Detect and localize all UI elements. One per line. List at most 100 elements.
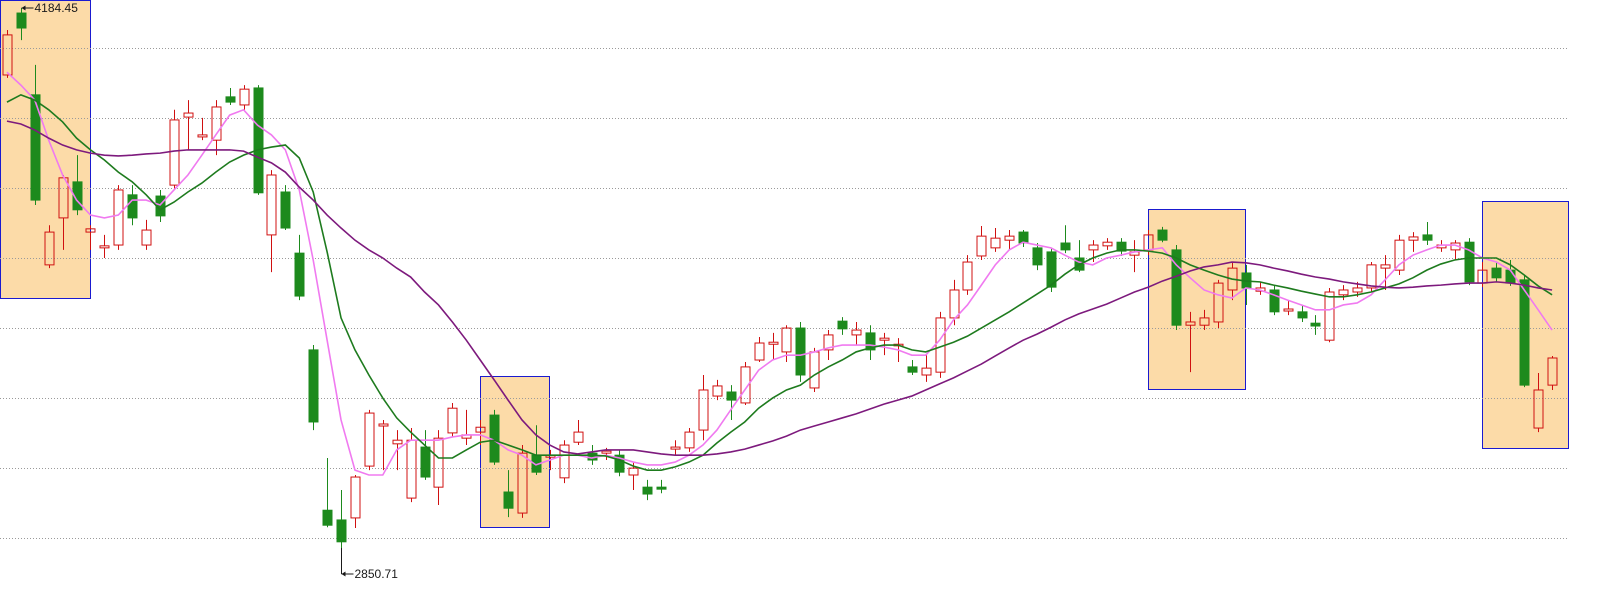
up-body (1352, 287, 1363, 293)
down-body (1018, 231, 1029, 244)
up-body (601, 450, 612, 454)
down-body (280, 191, 291, 229)
down-body (16, 12, 27, 29)
marker-arrowhead (21, 5, 26, 11)
up-body (976, 235, 987, 257)
up-body (378, 423, 389, 427)
down-body (1505, 269, 1516, 284)
up-body (1408, 236, 1419, 241)
down-body (614, 454, 625, 473)
up-body (809, 351, 820, 389)
grid-layer (0, 48, 1568, 539)
down-body (865, 332, 876, 351)
up-body (879, 337, 890, 341)
min-label: 2850.71 (355, 567, 399, 581)
down-body (336, 519, 347, 543)
up-body (211, 106, 222, 141)
up-body (768, 341, 779, 345)
up-body (1004, 235, 1015, 241)
up-body (197, 134, 208, 138)
up-body (517, 452, 528, 514)
down-body (1046, 251, 1057, 288)
down-body (726, 391, 737, 401)
line-layer (6, 71, 1553, 476)
up-body (239, 88, 250, 106)
down-body (1116, 241, 1127, 252)
max-label: 4184.45 (35, 1, 79, 15)
down-body (225, 96, 236, 103)
up-body (684, 431, 695, 449)
up-body (1338, 289, 1349, 296)
up-body (628, 467, 639, 476)
up-body (1213, 282, 1224, 323)
up-body (1394, 239, 1405, 271)
up-body (1380, 264, 1391, 269)
down-body (1060, 242, 1071, 251)
candle-layer (2, 7, 1558, 549)
up-body (85, 228, 96, 233)
down-body (72, 181, 83, 211)
up-body (754, 342, 765, 361)
up-body (392, 439, 403, 445)
up-body (266, 174, 277, 236)
up-body (2, 34, 13, 76)
down-body (30, 94, 41, 201)
highlight-layer (0, 0, 1569, 528)
up-body (1102, 241, 1113, 247)
up-body (169, 119, 180, 186)
average-line (6, 71, 1553, 476)
down-body (837, 320, 848, 330)
up-body (1533, 389, 1544, 429)
down-body (1032, 247, 1043, 266)
up-body (433, 437, 444, 488)
down-body (1519, 279, 1530, 386)
down-body (503, 491, 514, 509)
up-body (851, 329, 862, 336)
down-body (642, 486, 653, 495)
up-body (781, 327, 792, 353)
up-body (113, 189, 124, 246)
down-body (1422, 234, 1433, 241)
up-body (990, 237, 1001, 249)
up-body (949, 289, 960, 319)
up-body (350, 476, 361, 519)
up-body (670, 446, 681, 450)
down-body (294, 252, 305, 297)
up-body (183, 112, 194, 118)
down-body (420, 446, 431, 478)
up-body (1547, 357, 1558, 386)
up-body (99, 245, 110, 249)
down-body (907, 366, 918, 373)
down-body (253, 87, 264, 194)
down-body (795, 327, 806, 376)
up-body (1324, 291, 1335, 341)
up-body (447, 407, 458, 434)
down-body (1171, 249, 1182, 326)
down-body (1269, 289, 1280, 313)
average-line (6, 120, 1553, 456)
up-body (1185, 321, 1196, 326)
marker-arrowhead (341, 571, 346, 577)
average-line (6, 93, 1553, 471)
up-body (962, 261, 973, 291)
down-body (1491, 267, 1502, 279)
up-body (573, 431, 584, 443)
up-body (712, 385, 723, 397)
up-body (141, 229, 152, 246)
down-body (1310, 322, 1321, 327)
down-body (322, 509, 333, 526)
label-layer: 4184.45 2850.71 (21, 1, 399, 581)
up-body (698, 389, 709, 431)
up-body (475, 426, 486, 433)
down-body (1157, 229, 1168, 241)
up-body (406, 439, 417, 499)
down-body (127, 194, 138, 219)
up-body (1088, 244, 1099, 251)
up-body (44, 231, 55, 266)
up-body (364, 412, 375, 467)
up-body (921, 367, 932, 376)
up-body (1199, 317, 1210, 326)
up-body (740, 366, 751, 404)
